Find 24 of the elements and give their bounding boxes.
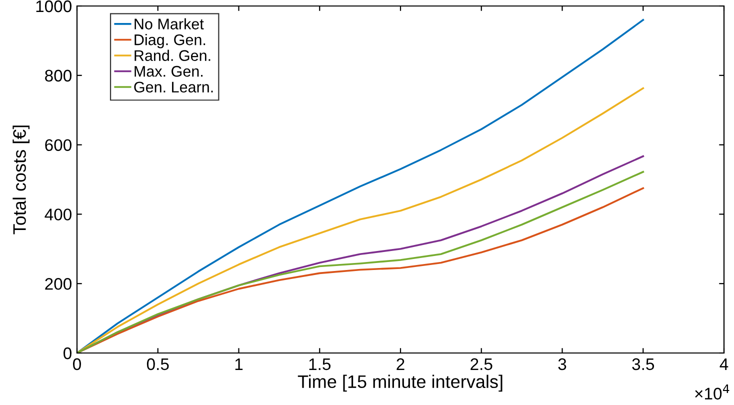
legend-label: Rand. Gen. <box>134 50 210 61</box>
x-axis-title: Time [15 minute intervals] <box>298 374 502 392</box>
legend-label: Max. Gen. <box>134 66 203 77</box>
legend-label: Diag. Gen. <box>134 34 206 48</box>
y-tick-label: 400 <box>44 208 72 220</box>
x-tick-label: 1.5 <box>309 358 331 370</box>
x-tick-label: 3 <box>558 358 566 370</box>
x-tick-label: 1 <box>235 358 243 370</box>
x-tick-label: 3.5 <box>632 358 654 370</box>
x-tick-label: 0 <box>73 358 81 370</box>
legend-label: No Market <box>134 18 204 30</box>
x-tick-label: 4 <box>720 358 728 370</box>
y-axis-title: Total costs [€] <box>12 126 30 234</box>
y-tick-label: 0 <box>64 347 72 360</box>
x-tick-label: 2 <box>396 358 404 370</box>
y-tick-label: 600 <box>45 139 72 152</box>
legend-label: Gen. Learn. <box>134 82 213 93</box>
y-tick-label: 800 <box>45 70 72 82</box>
x-tick-label: 0.5 <box>146 358 169 370</box>
line-series <box>77 18 644 353</box>
y-tick-label: 1000 <box>36 0 72 12</box>
x-tick-label: 2.5 <box>470 358 492 370</box>
text: ×10$^{4}$ <box>695 384 730 400</box>
y-tick-label: 200 <box>45 278 72 290</box>
